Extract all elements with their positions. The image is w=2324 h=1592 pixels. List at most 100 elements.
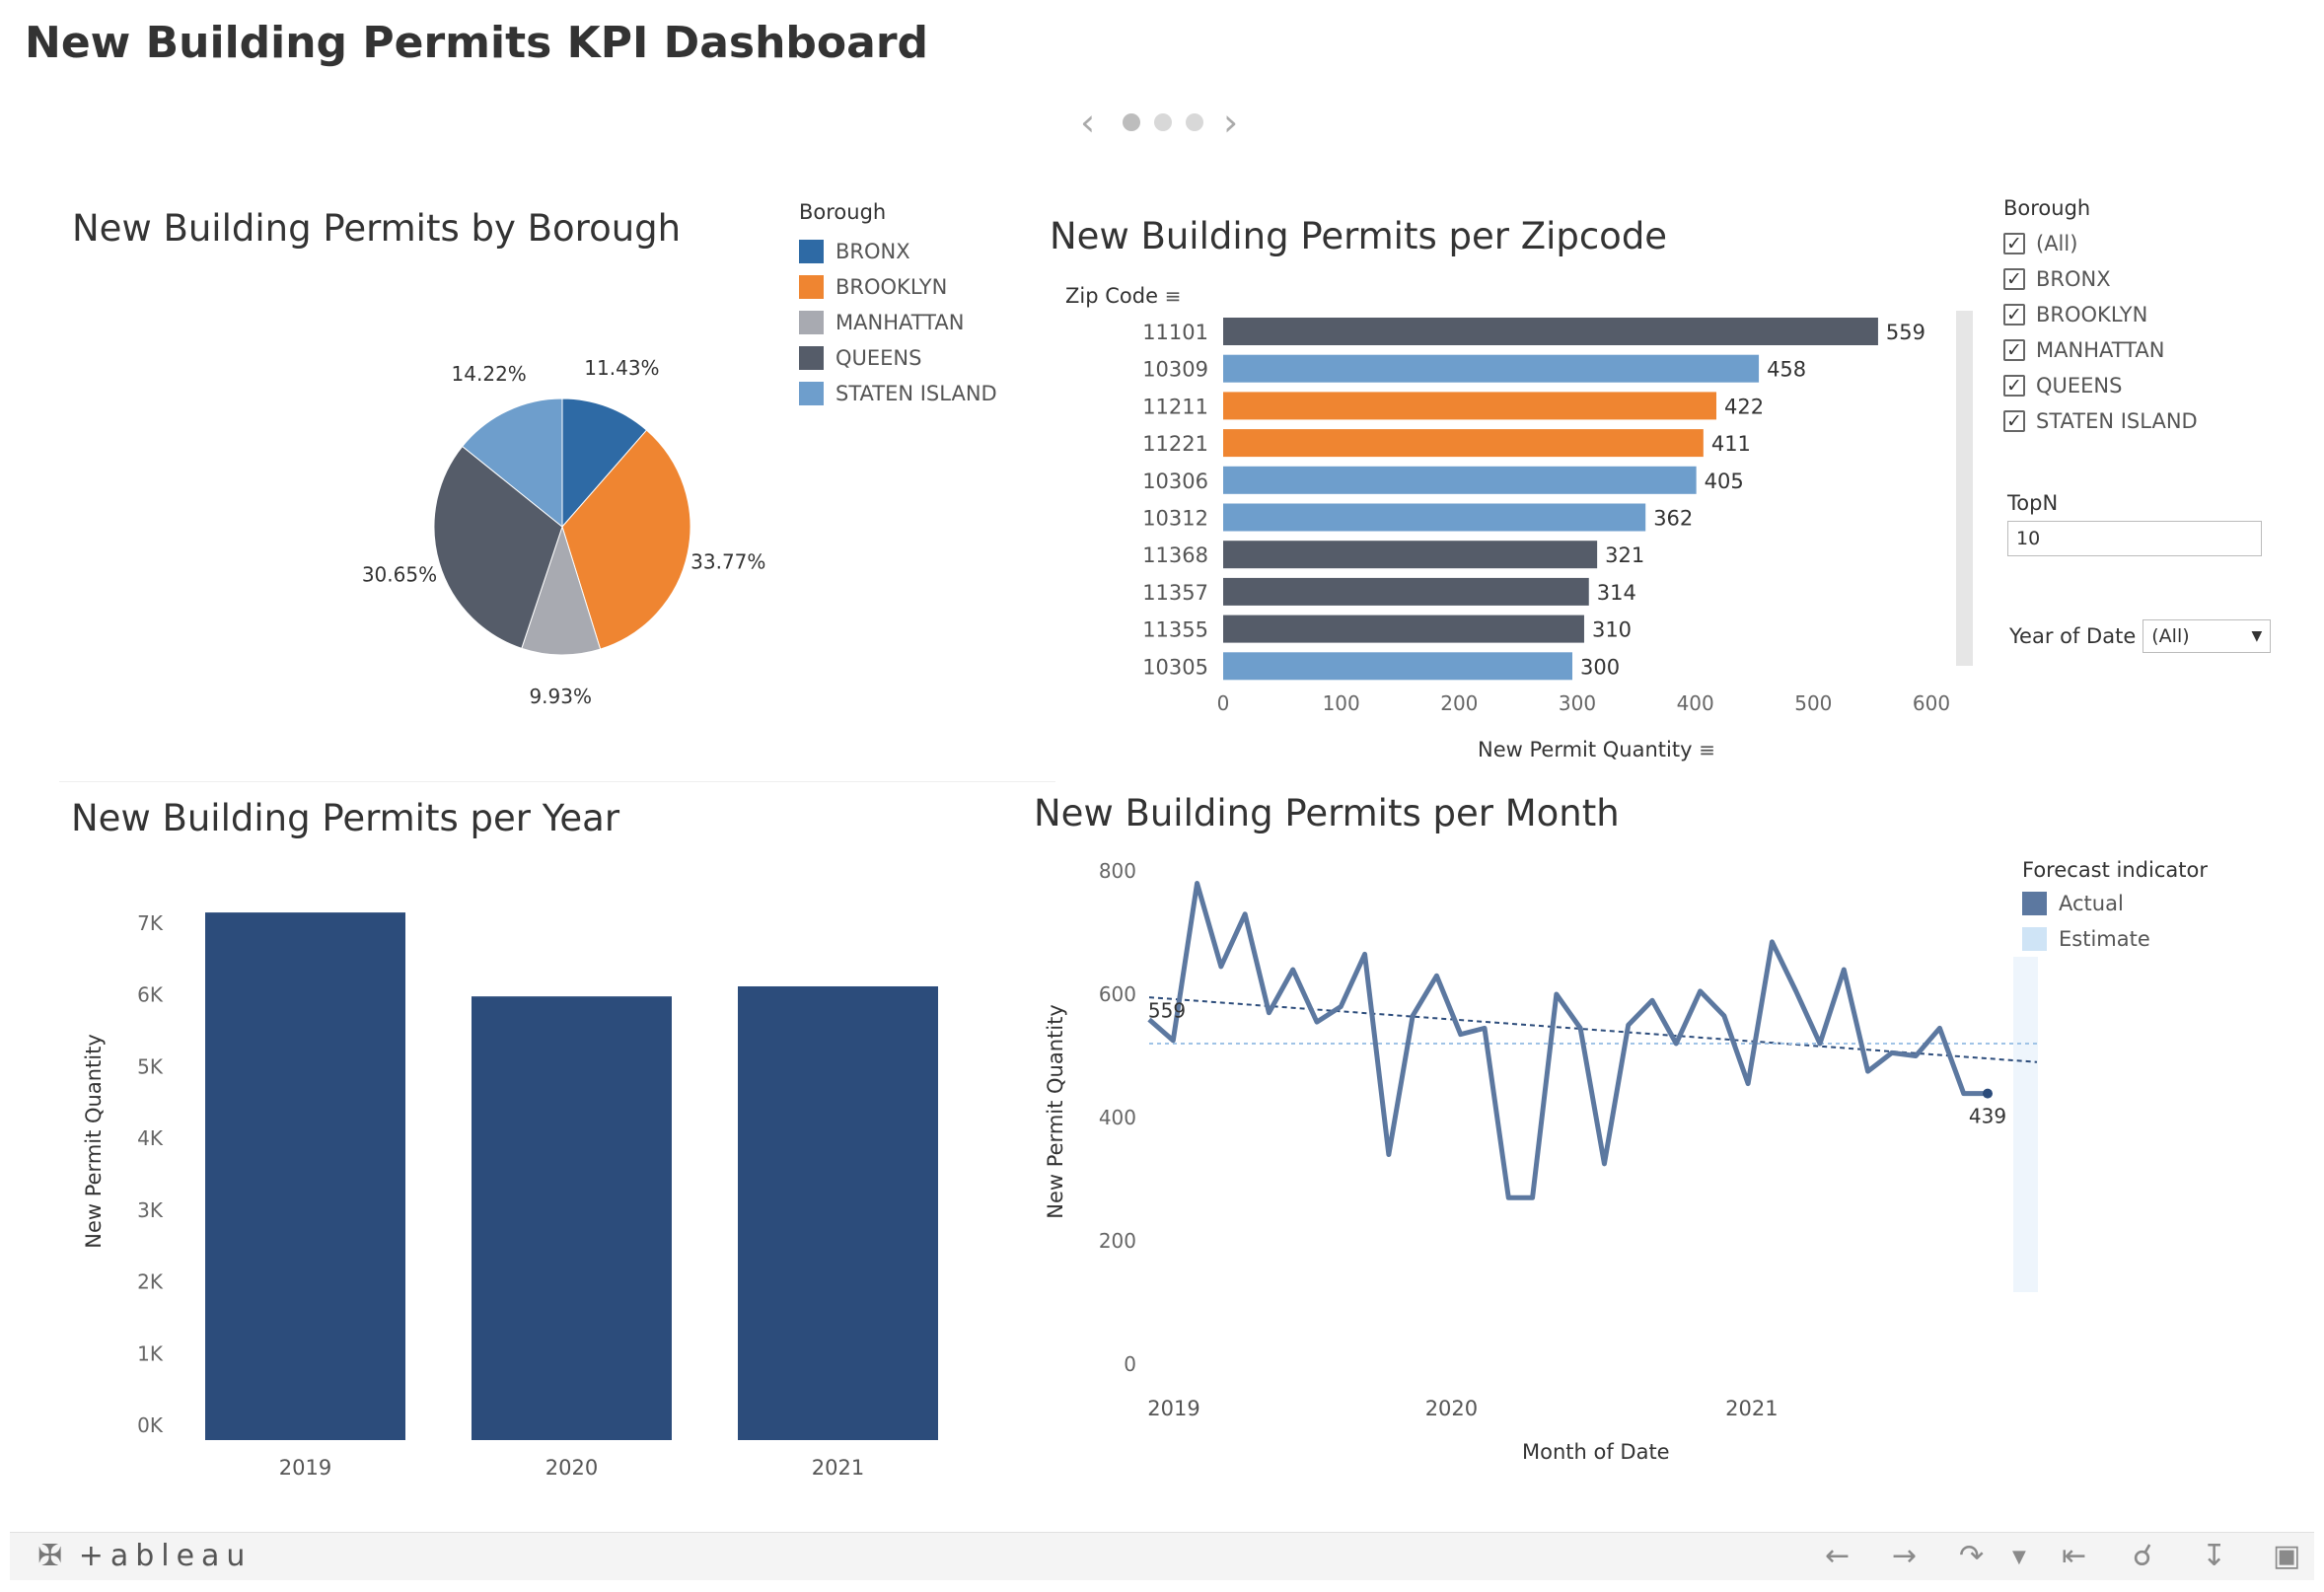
reset-icon[interactable]: ⇤ [2062, 1539, 2087, 1573]
dropdown-icon[interactable]: ▼ [2012, 1547, 2026, 1567]
year-y-tick-label: 7K [137, 911, 164, 935]
pie-slices [433, 398, 691, 656]
year-filter: Year of Date (All) ▼ [2009, 619, 2272, 653]
pie-legend: Borough BRONX BROOKLYN MANHATTAN QUEENS … [799, 200, 997, 411]
actual-line[interactable] [1147, 881, 1988, 1200]
pie-slice[interactable] [433, 445, 563, 649]
month-annotation-label: 559 [1148, 999, 1186, 1023]
redo-icon[interactable]: → [1892, 1539, 1918, 1573]
checkbox-checked-icon[interactable]: ✓ [2003, 268, 2025, 290]
zip-bar[interactable] [1223, 466, 1697, 494]
filter-item-queens[interactable]: ✓ QUEENS [2003, 368, 2198, 403]
zip-bar[interactable] [1223, 354, 1760, 383]
zip-x-ticks: 0 100 200 300 400 500 600 [1217, 691, 1950, 715]
filter-item-staten-island[interactable]: ✓ STATEN ISLAND [2003, 403, 2198, 439]
year-filter-select[interactable]: (All) ▼ [2142, 619, 2272, 653]
legend-swatch [799, 275, 824, 299]
legend-item-manhattan[interactable]: MANHATTAN [799, 305, 997, 340]
pie-slice[interactable] [561, 398, 648, 529]
zip-value-label: 362 [1653, 507, 1693, 531]
last-point-marker[interactable] [1983, 1088, 1993, 1099]
legend-item-queens[interactable]: QUEENS [799, 340, 997, 376]
month-y-tick-label: 800 [1099, 859, 1136, 883]
filter-item-all[interactable]: ✓ (All) [2003, 226, 2198, 261]
legend-swatch [2022, 927, 2047, 951]
tableau-logo[interactable]: ✠ +ableau [37, 1539, 252, 1573]
zip-bar[interactable] [1223, 652, 1572, 681]
legend-label: STATEN ISLAND [835, 382, 997, 405]
zip-value-label: 310 [1592, 618, 1632, 642]
filter-item-manhattan[interactable]: ✓ MANHATTAN [2003, 332, 2198, 368]
zip-value-label: 559 [1886, 321, 1925, 344]
zip-bar[interactable] [1223, 429, 1704, 458]
checkbox-checked-icon[interactable]: ✓ [2003, 410, 2025, 432]
pager-dot-1[interactable] [1123, 113, 1140, 131]
sort-descending-icon[interactable]: ≡ [1164, 284, 1182, 308]
chevron-left-icon[interactable]: ‹ [1080, 101, 1096, 144]
zip-scrollbar[interactable] [1956, 311, 1973, 666]
filter-item-label: QUEENS [2036, 374, 2123, 398]
borough-filter-title: Borough [2003, 196, 2091, 220]
month-annotation-label: 439 [1969, 1105, 2006, 1128]
year-y-tick-label: 0K [137, 1413, 164, 1437]
legend-item-staten-island[interactable]: STATEN ISLAND [799, 376, 997, 411]
chevron-right-icon[interactable]: › [1223, 101, 1239, 144]
year-y-tick-label: 4K [137, 1126, 164, 1150]
legend-swatch [799, 382, 824, 405]
pie-slice[interactable] [461, 398, 563, 529]
download-icon[interactable]: ↧ [2202, 1539, 2227, 1573]
borough-filter: Borough ✓ (All) ✓ BRONX ✓ BROOKLYN ✓ MAN… [2003, 196, 2198, 439]
pager-dot-2[interactable] [1154, 113, 1172, 131]
pager-dot-3[interactable] [1186, 113, 1203, 131]
year-filter-value: (All) [2151, 625, 2190, 647]
zip-bar[interactable] [1223, 503, 1646, 532]
revert-icon[interactable]: ↷ [1959, 1539, 1985, 1573]
pie-slice[interactable] [521, 525, 602, 656]
checkbox-checked-icon[interactable]: ✓ [2003, 375, 2025, 397]
zip-bar[interactable] [1223, 541, 1598, 569]
forecast-legend: Forecast indicator Actual Estimate [2022, 858, 2208, 957]
undo-icon[interactable]: ← [1825, 1539, 1851, 1573]
year-y-axis-title: New Permit Quantity [82, 1034, 106, 1249]
filter-item-brooklyn[interactable]: ✓ BROOKLYN [2003, 297, 2198, 332]
fullscreen-icon[interactable]: ▣ [2273, 1539, 2301, 1573]
checkbox-checked-icon[interactable]: ✓ [2003, 339, 2025, 361]
filter-item-bronx[interactable]: ✓ BRONX [2003, 261, 2198, 297]
year-category-label: 2019 [279, 1456, 331, 1480]
year-y-tick-label: 1K [137, 1341, 164, 1365]
topn-input[interactable] [2007, 521, 2262, 556]
year-bar[interactable] [205, 912, 405, 1440]
zip-value-label: 422 [1724, 395, 1764, 418]
checkbox-checked-icon[interactable]: ✓ [2003, 233, 2025, 254]
legend-item-brooklyn[interactable]: BROOKLYN [799, 269, 997, 305]
zip-bar[interactable] [1223, 318, 1878, 345]
year-bar[interactable] [738, 985, 938, 1440]
zip-value-label: 458 [1767, 358, 1806, 382]
pie-slice[interactable] [561, 429, 691, 650]
zip-row-header[interactable]: Zip Code ≡ [1065, 284, 1181, 308]
year-bar[interactable] [472, 996, 672, 1440]
zip-category-labels: 11101 10309 11211 11221 10306 10312 11368 11357… [1142, 321, 1208, 679]
year-bars [205, 912, 938, 1440]
year-y-tick-label: 6K [137, 983, 164, 1007]
year-category-label: 2021 [812, 1456, 864, 1480]
pie-slice-label: 30.65% [362, 562, 437, 586]
checkbox-checked-icon[interactable]: ✓ [2003, 304, 2025, 326]
zip-category-label: 11221 [1142, 432, 1208, 456]
year-y-ticks: 0K 1K 2K 3K 4K 5K 6K 7K [137, 911, 164, 1437]
pie-slice-label: 9.93% [529, 685, 592, 708]
zip-x-axis-title[interactable]: New Permit Quantity ≡ [1478, 738, 1715, 761]
legend-item-bronx[interactable]: BRONX [799, 234, 997, 269]
legend-label: QUEENS [835, 346, 922, 370]
zip-bar[interactable] [1223, 615, 1584, 643]
zip-x-tick-label: 400 [1677, 691, 1714, 715]
sort-descending-icon[interactable]: ≡ [1699, 738, 1715, 761]
zip-bar[interactable] [1223, 577, 1589, 606]
legend-item-estimate[interactable]: Estimate [2022, 921, 2208, 957]
month-y-tick-label: 0 [1124, 1352, 1136, 1376]
legend-item-actual[interactable]: Actual [2022, 886, 2208, 921]
month-y-tick-label: 200 [1099, 1229, 1136, 1253]
year-category-labels: 2019 2020 2021 [279, 1456, 864, 1480]
zip-bar[interactable] [1223, 392, 1716, 420]
share-icon[interactable]: ☌ [2133, 1539, 2153, 1573]
